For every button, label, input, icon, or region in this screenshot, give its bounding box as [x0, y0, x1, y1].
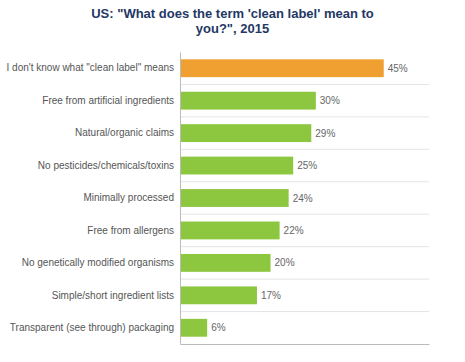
- data-labels: 6% 17% 20% 22% 24% 25% 29% 30% 45%: [211, 63, 408, 334]
- data-label: 24%: [293, 193, 313, 204]
- x-axis: [181, 344, 430, 345]
- chart: US: "What does the term 'clean label' me…: [0, 0, 465, 362]
- data-label: 45%: [388, 63, 408, 74]
- data-label: 22%: [284, 225, 304, 236]
- y-axis: Transparent (see through) packaging Simpl…: [7, 53, 181, 345]
- y-tick-label: Natural/organic claims: [75, 127, 174, 138]
- y-tick: I don't know what "clean label" means: [7, 62, 174, 73]
- y-tick: No pesticides/chemicals/toxins: [38, 160, 174, 171]
- bar: [180, 254, 271, 272]
- title: US: "What does the term 'clean label' me…: [91, 6, 374, 36]
- divider: [180, 84, 429, 85]
- y-tick: Free from allergens: [87, 225, 174, 236]
- y-tick-label: I don't know what "clean label" means: [7, 62, 174, 73]
- bars: [180, 59, 384, 336]
- y-tick-label: Transparent (see through) packaging: [10, 322, 174, 333]
- x-axis-line: [181, 344, 430, 345]
- divider: [180, 214, 429, 215]
- title-line: US: "What does the term 'clean label' me…: [91, 6, 374, 21]
- y-tick-label: Free from artificial ingredients: [42, 95, 174, 106]
- y-tick: No genetically modified organisms: [22, 257, 174, 268]
- data-label: 30%: [320, 95, 340, 106]
- divider: [180, 311, 429, 312]
- divider: [180, 149, 429, 150]
- y-axis-line: [180, 53, 181, 345]
- data-label: 17%: [261, 290, 281, 301]
- data-label: 20%: [275, 257, 295, 268]
- divider: [180, 116, 429, 117]
- y-tick: Free from artificial ingredients: [42, 95, 174, 106]
- y-tick: Natural/organic claims: [75, 127, 174, 138]
- y-tick-label: Simple/short ingredient lists: [52, 290, 174, 301]
- divider: [180, 279, 429, 280]
- data-label: 25%: [297, 160, 317, 171]
- divider: [180, 246, 429, 247]
- data-label: 29%: [315, 128, 335, 139]
- bar: [180, 59, 384, 77]
- bar: [180, 124, 311, 142]
- title-line: you?", 2015: [196, 21, 269, 36]
- y-tick: Simple/short ingredient lists: [52, 290, 174, 301]
- y-tick: Transparent (see through) packaging: [10, 322, 174, 333]
- bar: [180, 189, 289, 207]
- divider: [180, 181, 429, 182]
- bar: [180, 157, 293, 175]
- plot: 6% 17% 20% 22% 24% 25% 29% 30% 45% Transparent (s…: [7, 53, 430, 345]
- bar: [180, 92, 316, 110]
- y-tick-label: Free from allergens: [87, 225, 174, 236]
- bar: [180, 286, 257, 304]
- data-label: 6%: [211, 322, 226, 333]
- bar: [180, 319, 207, 337]
- y-tick-label: No genetically modified organisms: [22, 257, 174, 268]
- y-tick-label: Minimally processed: [83, 192, 174, 203]
- bar: [180, 222, 280, 240]
- y-tick: Minimally processed: [83, 192, 174, 203]
- y-tick-label: No pesticides/chemicals/toxins: [38, 160, 174, 171]
